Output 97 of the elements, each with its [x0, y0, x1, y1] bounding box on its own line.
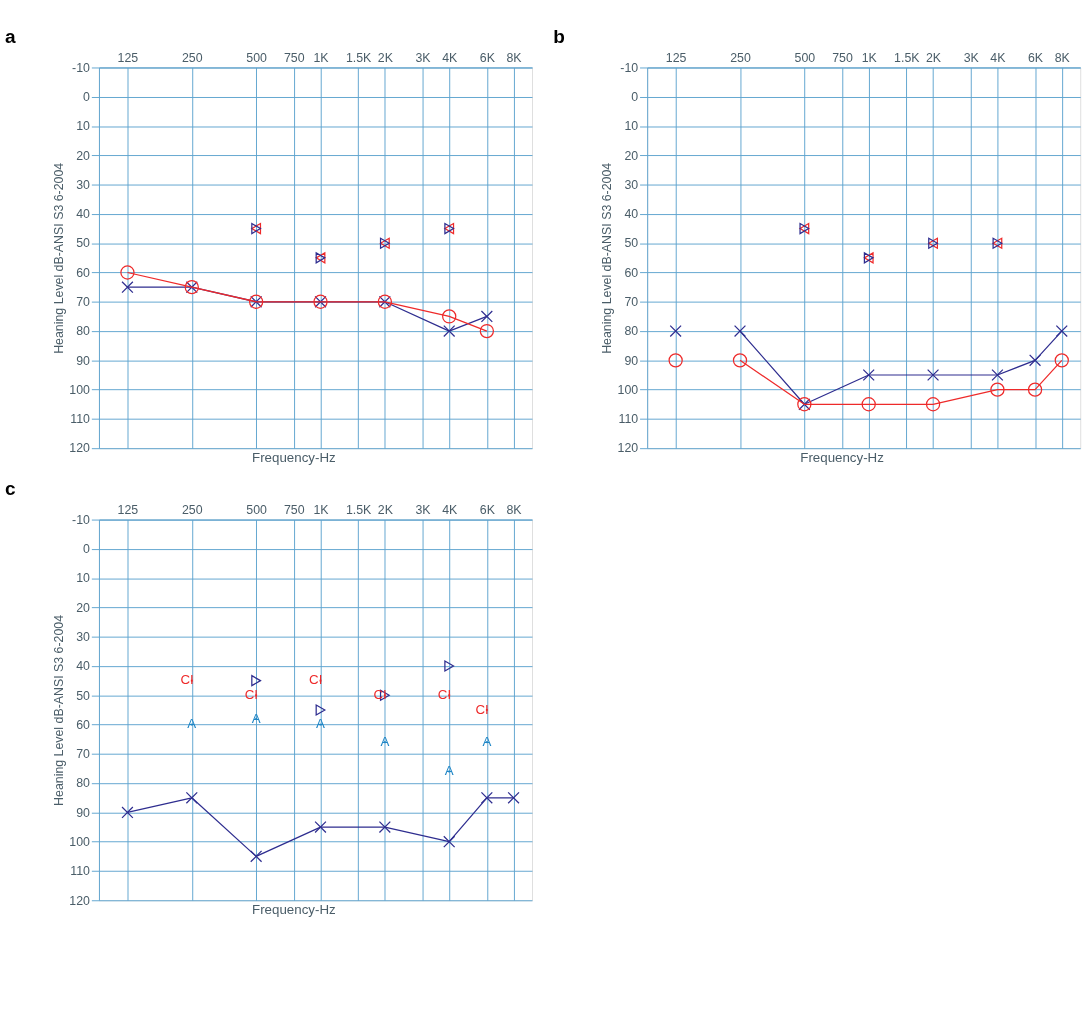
y-tick-label: 70: [76, 295, 91, 310]
x-tick-label: 6K: [479, 503, 496, 518]
y-tick-label: 80: [76, 324, 91, 339]
x-tick-label: 1.5K: [345, 503, 373, 518]
y-axis-title: Heaning Level dB-ANSI S3 6-2004: [599, 162, 614, 354]
x-tick-label: 8K: [1054, 51, 1071, 66]
y-tick-label: -10: [72, 60, 91, 75]
x-axis-title: Frequency-Hz: [252, 901, 336, 917]
x-tick-label: 250: [181, 503, 203, 518]
y-tick-label: 70: [76, 747, 91, 762]
x-tick-label: 750: [283, 51, 305, 66]
x-tick-label: 125: [117, 51, 139, 66]
y-tick-label: 100: [69, 382, 91, 397]
y-tick-label: 50: [624, 236, 639, 251]
y-tick-label: 20: [76, 148, 91, 163]
y-tick-label: 80: [76, 776, 91, 791]
data-label: A: [482, 733, 492, 749]
x-tick-label: 3K: [415, 503, 432, 518]
x-axis-title: Frequency-Hz: [252, 449, 336, 465]
x-tick-label: 6K: [1027, 51, 1044, 66]
x-axis-title: Frequency-Hz: [800, 449, 884, 465]
y-tick-label: 40: [624, 207, 639, 222]
data-label: CI: [437, 687, 452, 703]
point: [121, 281, 134, 294]
point: [443, 325, 456, 338]
y-tick-label: 80: [624, 324, 639, 339]
y-tick-label: 0: [83, 542, 91, 557]
data-label: CI: [475, 701, 489, 717]
y-axis-title: Heaning Level dB-ANSI S3 6-2004: [51, 162, 66, 354]
y-tick-label: 120: [617, 441, 639, 456]
x-tick-label: 125: [117, 503, 139, 518]
x-tick-label: 500: [246, 503, 268, 518]
y-tick-label: 40: [76, 659, 91, 674]
x-tick-label: 3K: [415, 51, 432, 66]
y-tick-label: 30: [624, 177, 639, 192]
x-tick-label: 125: [665, 51, 687, 66]
point: [442, 309, 457, 324]
chart-title: a: [5, 25, 17, 47]
y-tick-label: 90: [624, 353, 639, 368]
x-tick-label: 4K: [990, 51, 1007, 66]
y-tick-label: 50: [76, 688, 91, 703]
y-tick-label: 10: [624, 119, 639, 134]
x-tick-label: 3K: [963, 51, 980, 66]
y-tick-label: 60: [76, 265, 91, 280]
y-tick-label: -10: [72, 512, 91, 527]
data-label: A: [187, 716, 197, 732]
chart-title: b: [553, 25, 565, 47]
y-tick-label: 20: [76, 600, 91, 615]
y-tick-label: 40: [76, 207, 91, 222]
x-tick-label: 1.5K: [345, 51, 373, 66]
y-axis-title: Heaning Level dB-ANSI S3 6-2004: [51, 614, 66, 806]
data-label: A: [316, 716, 326, 732]
y-tick-label: 20: [624, 148, 639, 163]
y-tick-label: 120: [69, 441, 91, 456]
y-tick-label: 10: [76, 119, 91, 134]
y-tick-label: 100: [617, 382, 639, 397]
x-tick-label: 750: [832, 51, 853, 66]
x-tick-label: 2K: [925, 51, 942, 66]
x-tick-label: 250: [181, 51, 203, 66]
x-tick-label: 1K: [313, 503, 330, 518]
y-tick-label: 120: [69, 893, 91, 908]
x-tick-label: 1K: [861, 51, 878, 66]
data-label: CI: [180, 672, 194, 688]
x-tick-label: 2K: [377, 503, 394, 518]
y-tick-label: 60: [76, 717, 91, 732]
y-tick-label: 30: [76, 630, 91, 645]
x-tick-label: 1.5K: [894, 51, 921, 66]
x-tick-label: 4K: [442, 51, 458, 66]
y-tick-label: 110: [70, 412, 91, 427]
x-tick-label: 500: [794, 51, 816, 66]
x-tick-label: 8K: [506, 503, 523, 518]
point: [120, 265, 135, 280]
y-tick-label: 100: [69, 835, 91, 849]
data-label: A: [444, 763, 454, 779]
x-tick-label: 500: [246, 51, 268, 66]
x-tick-label: 1K: [313, 51, 330, 66]
data-label: CI: [309, 672, 323, 688]
y-tick-label: 60: [624, 265, 639, 280]
y-tick-label: 0: [631, 90, 639, 105]
y-tick-label: 70: [624, 295, 639, 310]
y-tick-label: -10: [620, 60, 639, 75]
y-tick-label: 50: [76, 236, 91, 251]
y-tick-label: 30: [76, 177, 91, 192]
y-tick-label: 90: [76, 805, 91, 820]
y-tick-label: 90: [76, 353, 91, 368]
x-tick-label: 750: [283, 503, 305, 518]
x-tick-label: 250: [730, 51, 751, 66]
y-tick-label: 110: [70, 864, 91, 879]
chart-title: c: [5, 477, 17, 499]
x-tick-label: 8K: [506, 51, 523, 66]
x-tick-label: 2K: [377, 51, 394, 66]
y-tick-label: 110: [618, 412, 639, 427]
y-tick-label: 10: [76, 571, 91, 586]
data-label: A: [380, 733, 390, 749]
y-tick-label: 0: [83, 90, 91, 105]
x-tick-label: 6K: [479, 51, 496, 66]
x-tick-label: 4K: [442, 503, 458, 518]
